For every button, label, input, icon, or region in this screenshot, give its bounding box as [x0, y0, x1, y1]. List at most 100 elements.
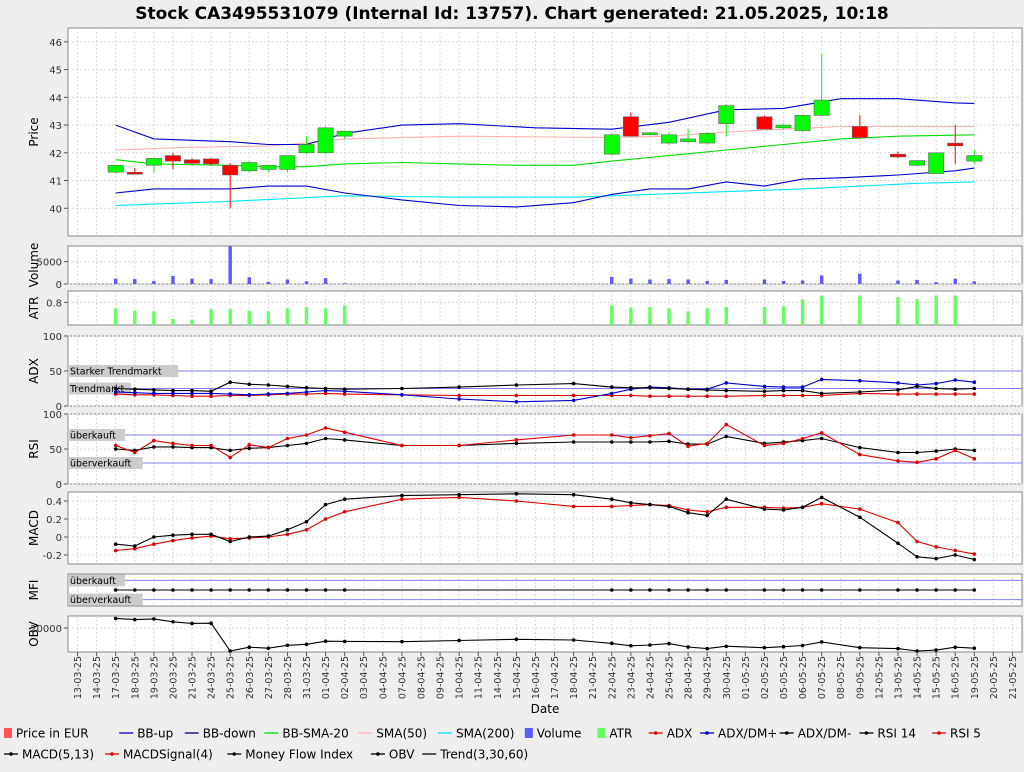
x-tick-label: 15-05-25 — [932, 656, 943, 699]
obv-point — [667, 641, 671, 646]
macd-point — [171, 533, 175, 537]
reference-label: überverkauft — [70, 459, 132, 470]
legend-item: ADX — [648, 727, 693, 741]
macd-signal-point — [858, 507, 862, 511]
obv-point — [819, 640, 824, 644]
legend-marker — [232, 752, 237, 756]
rsi5-point — [915, 460, 919, 465]
adx-dm-minus-line — [115, 381, 975, 394]
panel-adx: 0 50 100 ADX Starker Trendmarkt Trendmarkt — [27, 332, 1023, 413]
x-tick-label: 16-04-25 — [531, 656, 542, 699]
legend: Price in EUR BB-up BB-down BB-SMA-20 SMA(50)… — [4, 727, 981, 762]
volume-bar — [228, 246, 232, 284]
obv-point — [629, 643, 633, 648]
reference-label-bg — [68, 593, 143, 606]
obv-point — [247, 645, 252, 649]
macd-point — [800, 505, 805, 510]
obv-point — [915, 649, 919, 653]
mfi-point — [190, 588, 194, 592]
adx-dm-minus-point — [781, 388, 786, 393]
volume-bar — [915, 279, 919, 284]
macd-signal-point — [190, 536, 194, 540]
volume-bar — [858, 273, 862, 284]
macd-point — [285, 528, 290, 532]
rsi5-point — [209, 443, 213, 448]
macd-point — [724, 497, 729, 502]
adx-dm-minus-point — [323, 386, 328, 391]
legend-label: Volume — [537, 727, 582, 741]
obv-point — [934, 648, 938, 652]
rsi5-point — [304, 433, 309, 437]
adx-point — [705, 394, 709, 399]
legend-marker — [376, 752, 380, 756]
rsi14-point — [113, 447, 118, 451]
macd-point — [972, 557, 977, 562]
reference-label: überverkauft — [70, 595, 132, 606]
adx-dm-minus-point — [113, 386, 118, 391]
adx-dm-minus-point — [171, 388, 175, 393]
rsi14-point — [915, 450, 919, 455]
rsi5-point — [323, 426, 328, 430]
mfi-point — [342, 588, 347, 592]
macd-signal-point — [285, 532, 290, 537]
adx-dm-minus-point — [762, 389, 767, 394]
adx-dm-minus-point — [132, 387, 137, 392]
macd-point — [457, 492, 461, 497]
candle-down — [165, 155, 181, 162]
rsi5-point — [953, 448, 958, 453]
rsi5-point — [648, 433, 652, 438]
mfi-point — [285, 588, 290, 592]
mfi-point — [266, 588, 271, 592]
volume-bar — [266, 281, 271, 284]
y-tick-label: 40 — [49, 204, 62, 215]
x-tick-label: 12-05-25 — [874, 656, 885, 699]
y-tick-label: 0 — [56, 402, 62, 413]
atr-bar — [896, 297, 900, 325]
volume-bar — [209, 279, 213, 284]
mfi-point — [915, 588, 919, 592]
adx-dm-minus-point — [609, 385, 614, 389]
rsi14-point — [629, 440, 633, 444]
legend-item: Trend(3,30,60) — [422, 748, 528, 762]
y-tick-label: 20000 — [30, 624, 62, 635]
obv-point — [648, 643, 652, 647]
macd-point — [648, 502, 652, 507]
legend-label: ADX — [667, 727, 693, 741]
adx-dm-minus-point — [400, 386, 404, 391]
x-tick-label: 02-05-25 — [760, 656, 771, 699]
sma50-line — [115, 125, 975, 151]
adx-point — [648, 394, 652, 399]
rsi5-point — [781, 441, 786, 446]
rsi5-point — [247, 443, 252, 447]
macd-signal-point — [152, 542, 156, 546]
x-tick-label: 19-05-25 — [970, 656, 981, 699]
adx-dm-plus-point — [819, 377, 824, 382]
obv-point — [514, 637, 519, 642]
adx-dm-plus-point — [514, 400, 519, 404]
macd-point — [209, 532, 213, 537]
obv-point — [342, 639, 347, 644]
x-tick-label: 24-04-25 — [645, 656, 656, 699]
adx-dm-plus-point — [896, 381, 900, 385]
y-axis-label: ADX — [27, 358, 41, 384]
y-axis-label: RSI — [27, 439, 41, 459]
rsi5-point — [342, 430, 347, 435]
candle-up — [909, 160, 925, 166]
adx-dm-minus-point — [858, 390, 862, 394]
volume-bar — [247, 277, 251, 284]
atr-bar — [342, 305, 347, 325]
legend-item: RSI 5 — [932, 727, 981, 741]
rsi5-point — [858, 452, 862, 457]
rsi14-line — [115, 435, 975, 454]
volume-bar — [705, 280, 709, 284]
y-axis-label: ATR — [27, 297, 41, 320]
x-tick-label: 14-03-25 — [92, 656, 103, 699]
adx-point — [972, 392, 977, 396]
adx-point — [457, 393, 461, 398]
macd-signal-point — [953, 548, 958, 553]
adx-dm-minus-point — [304, 386, 309, 390]
adx-point — [915, 392, 919, 396]
volume-bar — [285, 279, 290, 284]
macd-point — [609, 497, 614, 502]
macd-signal-point — [342, 510, 347, 514]
